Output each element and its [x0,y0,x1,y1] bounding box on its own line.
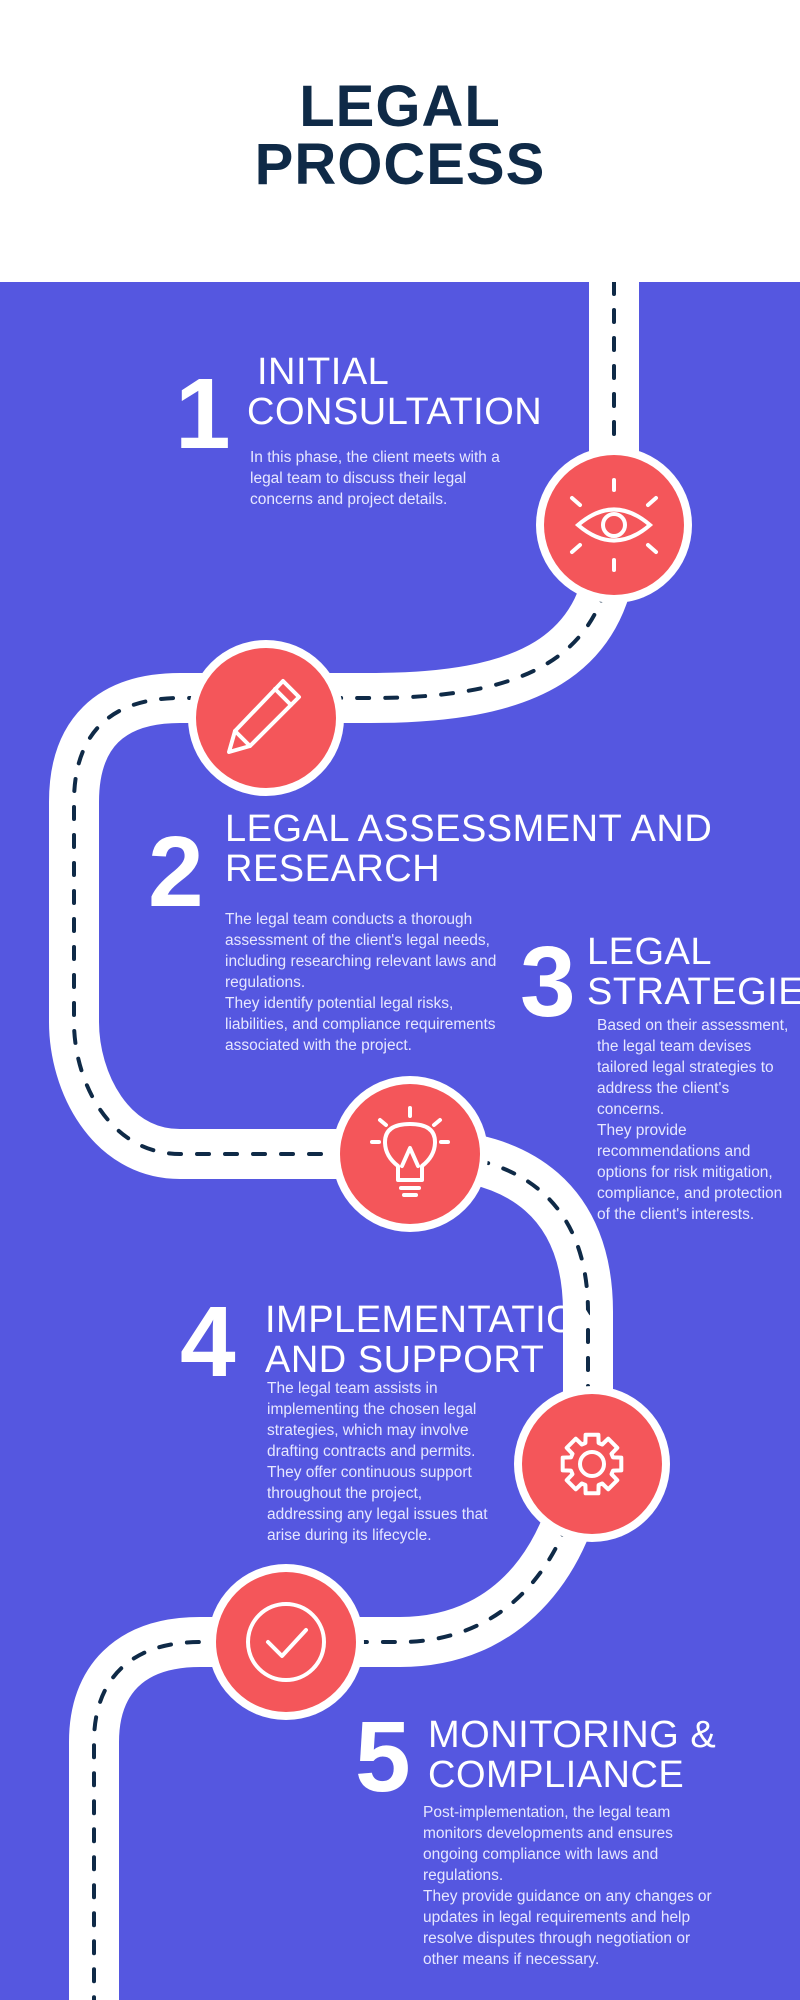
step-2-heading-line1: LEGAL ASSESSMENT AND [225,808,713,850]
page-title-line1: LEGAL [299,74,501,139]
step-4-heading: IMPLEMENTATION AND SUPPORT [265,1300,604,1380]
step-2-heading-line2: RESEARCH [225,848,441,890]
step-5-heading-line1: MONITORING & [428,1714,717,1756]
step-4-paragraph-1: The legal team assists in implementing t… [267,1380,477,1460]
pencil-icon [227,679,301,754]
step-5-heading: MONITORING & COMPLIANCE [428,1715,716,1795]
winding-road [49,282,692,2000]
checkmark-icon [246,1602,326,1682]
step-2-badge [188,640,344,796]
step-5-badge [208,1564,364,1720]
step-3-heading-line1: LEGAL [587,931,713,973]
step-5-description: Post-implementation, the legal team moni… [423,1802,723,1970]
step-2-heading: LEGAL ASSESSMENT AND RESEARCH [225,809,712,889]
step-3-paragraph-2: They provide recommendations and options… [597,1122,783,1223]
step-1-description: In this phase, the client meets with a l… [250,447,520,510]
step-1-paragraph-1: In this phase, the client meets with a l… [250,449,500,508]
page-title-line2: PROCESS [254,132,546,197]
step-5-heading-line2: COMPLIANCE [428,1754,685,1796]
step-4-heading-line2: AND SUPPORT [265,1339,545,1381]
page-title: LEGAL PROCESS [0,78,800,194]
step-1-number: 1 [175,358,231,470]
step-3-description: Based on their assessment, the legal tea… [597,1015,797,1225]
step-5-paragraph-1: Post-implementation, the legal team moni… [423,1804,673,1884]
step-4-number: 4 [180,1286,236,1398]
header: LEGAL PROCESS [0,0,800,282]
step-1-heading: INITIAL CONSULTATION [247,352,542,432]
step-2-paragraph-2: They identify potential legal risks, lia… [225,995,496,1054]
step-3-paragraph-1: Based on their assessment, the legal tea… [597,1017,789,1118]
lightbulb-icon [370,1106,450,1197]
step-3-badge [332,1076,488,1232]
step-1-heading-line2: CONSULTATION [247,391,543,433]
step-3-heading: LEGAL STRATEGIES [587,932,800,1012]
step-1-heading-line1: INITIAL [257,351,390,393]
gear-icon [560,1432,624,1496]
step-3-number: 3 [520,926,576,1038]
step-2-number: 2 [148,816,204,928]
step-1-badge [536,447,692,603]
step-4-heading-line1: IMPLEMENTATION [265,1299,605,1341]
eye-icon [570,478,658,572]
step-2-description: The legal team conducts a thorough asses… [225,909,515,1056]
step-5-paragraph-2: They provide guidance on any changes or … [423,1888,712,1968]
process-panel: 1 INITIAL CONSULTATION In this phase, th… [0,282,800,2000]
step-4-paragraph-2: They offer continuous support throughout… [267,1464,488,1544]
step-5-number: 5 [355,1701,411,1813]
step-3-heading-line2: STRATEGIES [587,971,800,1013]
step-4-badge [514,1386,670,1542]
step-2-paragraph-1: The legal team conducts a thorough asses… [225,911,497,991]
step-4-description: The legal team assists in implementing t… [267,1378,497,1546]
